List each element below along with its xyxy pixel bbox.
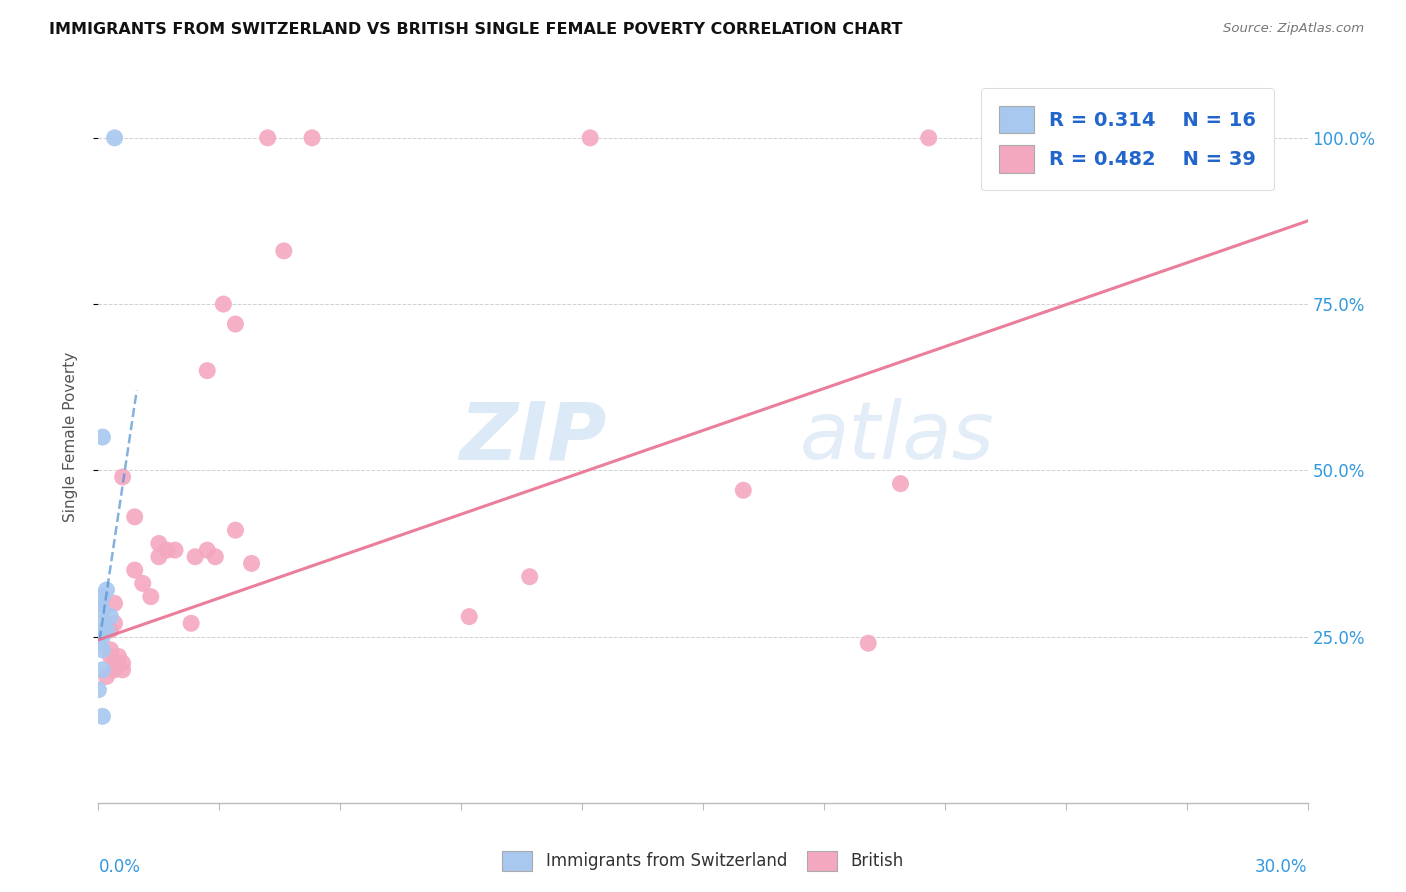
Point <box>91 603 114 617</box>
Point <box>91 643 114 657</box>
Legend: Immigrants from Switzerland, British: Immigrants from Switzerland, British <box>494 842 912 880</box>
Point <box>889 476 911 491</box>
Point <box>103 596 125 610</box>
Point <box>224 523 246 537</box>
Point <box>204 549 226 564</box>
Point <box>148 536 170 550</box>
Point <box>111 470 134 484</box>
Text: 30.0%: 30.0% <box>1256 858 1308 876</box>
Point <box>103 663 125 677</box>
Point <box>100 609 122 624</box>
Point <box>184 549 207 564</box>
Point <box>918 131 941 145</box>
Point <box>519 570 541 584</box>
Text: Source: ZipAtlas.com: Source: ZipAtlas.com <box>1223 22 1364 36</box>
Point <box>91 630 114 644</box>
Point <box>100 643 122 657</box>
Point <box>91 623 114 637</box>
Text: IMMIGRANTS FROM SWITZERLAND VS BRITISH SINGLE FEMALE POVERTY CORRELATION CHART: IMMIGRANTS FROM SWITZERLAND VS BRITISH S… <box>49 22 903 37</box>
Point <box>96 669 118 683</box>
Point <box>858 636 880 650</box>
Point <box>91 430 114 444</box>
Point <box>458 609 481 624</box>
Point <box>87 682 110 697</box>
Point <box>87 596 110 610</box>
Point <box>111 663 134 677</box>
Text: 0.0%: 0.0% <box>98 858 141 876</box>
Legend: R = 0.314    N = 16, R = 0.482    N = 39: R = 0.314 N = 16, R = 0.482 N = 39 <box>981 88 1274 190</box>
Point <box>103 616 125 631</box>
Point <box>148 549 170 564</box>
Point <box>163 543 186 558</box>
Point <box>156 543 179 558</box>
Point <box>224 317 246 331</box>
Point <box>111 656 134 670</box>
Point <box>124 563 146 577</box>
Point <box>100 649 122 664</box>
Point <box>139 590 162 604</box>
Point <box>195 543 218 558</box>
Point <box>240 557 263 571</box>
Point <box>91 663 114 677</box>
Point <box>91 616 114 631</box>
Point <box>301 131 323 145</box>
Point <box>180 616 202 631</box>
Point <box>212 297 235 311</box>
Point <box>103 656 125 670</box>
Point <box>96 582 118 597</box>
Point <box>100 623 122 637</box>
Point <box>107 649 129 664</box>
Y-axis label: Single Female Poverty: Single Female Poverty <box>63 352 77 522</box>
Point <box>273 244 295 258</box>
Point <box>103 131 125 145</box>
Point <box>87 636 110 650</box>
Point <box>132 576 155 591</box>
Point <box>124 509 146 524</box>
Point <box>91 709 114 723</box>
Point <box>195 363 218 377</box>
Text: ZIP: ZIP <box>458 398 606 476</box>
Text: atlas: atlas <box>800 398 994 476</box>
Point <box>733 483 755 498</box>
Point <box>91 590 114 604</box>
Point <box>579 131 602 145</box>
Point <box>96 623 118 637</box>
Point <box>256 131 278 145</box>
